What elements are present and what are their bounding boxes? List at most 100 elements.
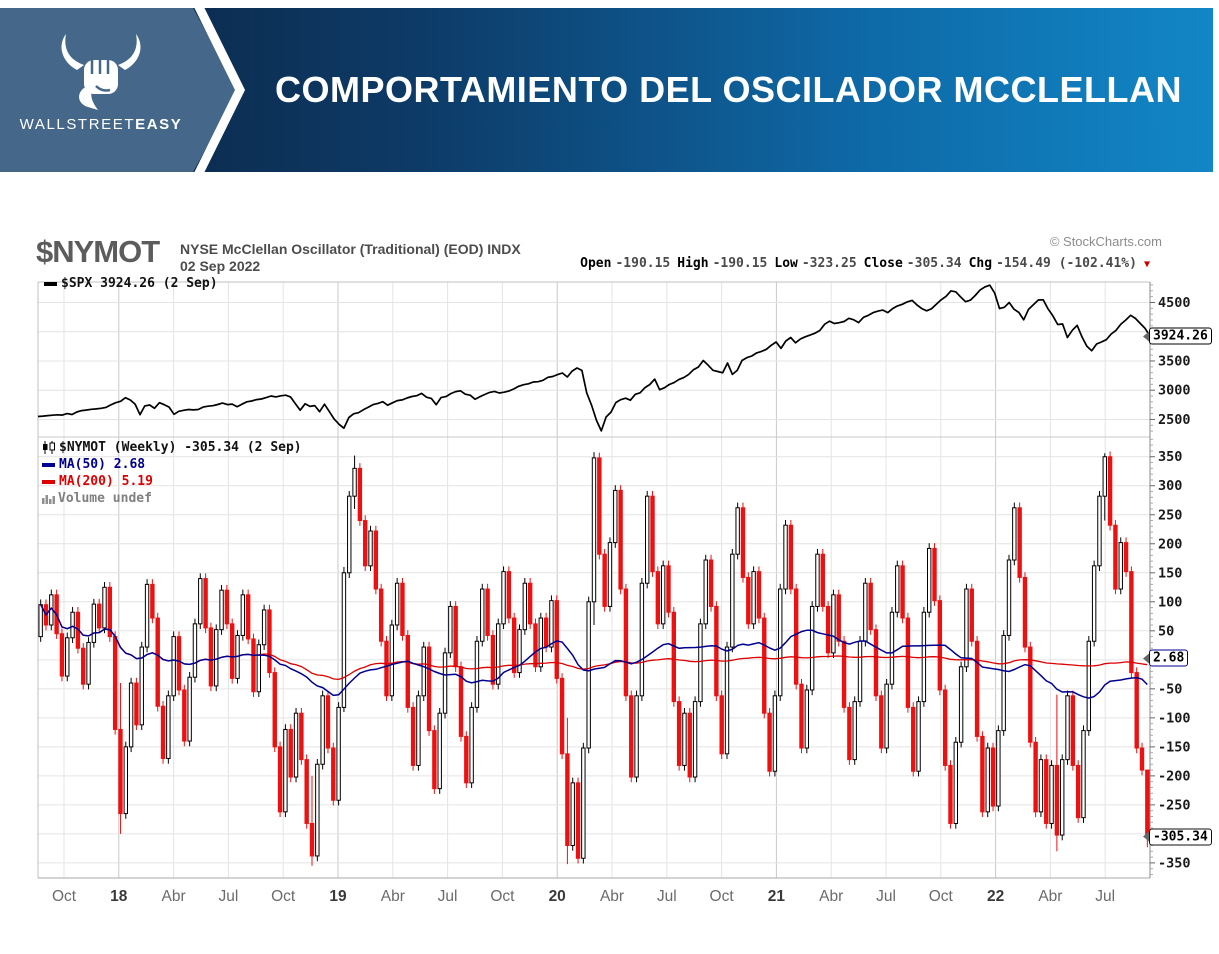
candle-body [1145, 769, 1150, 838]
candle-body [134, 682, 139, 726]
x-tick-label: Abr [162, 888, 186, 905]
legend-spx: $SPX 3924.26 (2 Sep) [44, 276, 218, 291]
candle-body [283, 728, 288, 813]
y-tick-label: -200 [1158, 768, 1191, 784]
candle-body [958, 666, 964, 743]
spx-price-tag: 3924.26 [1143, 327, 1212, 345]
legend-ma50: MA(50) 2.68 [42, 457, 145, 472]
candle-body [506, 571, 512, 619]
candle-body [341, 572, 347, 708]
candle-body [996, 730, 1001, 807]
candle-body [251, 638, 256, 693]
x-tick-label: Oct [710, 888, 735, 905]
y-tick-label: 200 [1158, 536, 1182, 552]
candle-body [719, 695, 724, 755]
candle-body [751, 571, 756, 625]
candle-body [767, 712, 772, 772]
candle-body [1086, 640, 1092, 732]
open-value: -190.15 [615, 256, 671, 271]
candle-body [1075, 764, 1081, 819]
candle-body [469, 706, 474, 784]
candle-body [575, 782, 581, 859]
candle-body [81, 647, 86, 685]
candle-body [549, 600, 554, 648]
candle-body [59, 633, 65, 677]
candle-body [692, 701, 698, 778]
candle-body [208, 627, 214, 687]
candle-body [1107, 456, 1113, 526]
candle-body [974, 640, 980, 737]
candle-body [256, 644, 262, 693]
candle-body [1097, 495, 1102, 567]
candle-body [304, 759, 309, 824]
candle-body [389, 624, 395, 697]
legend-volume-label: Volume undef [58, 491, 152, 506]
candle-body [474, 640, 480, 708]
candle-body [671, 611, 677, 703]
candle-body [394, 582, 400, 626]
candle-body [724, 646, 730, 755]
close-value: -305.34 [906, 256, 962, 271]
candle-body [783, 524, 788, 590]
legend-ma50-label: MA(50) 2.68 [59, 457, 146, 472]
candle-body [852, 701, 857, 761]
candle-body [405, 634, 410, 708]
ma50-line-swatch-icon [42, 462, 55, 467]
candle-body [378, 588, 384, 642]
chg-label: Chg [968, 256, 993, 271]
candle-body [948, 764, 953, 824]
candle-body [772, 695, 778, 772]
candle-body [793, 588, 799, 685]
candle-body [831, 594, 836, 654]
y-tick-label: 100 [1158, 594, 1182, 610]
candle-body [245, 594, 251, 640]
low-value: -323.25 [801, 256, 857, 271]
tag-arrow-icon [1143, 653, 1149, 664]
x-tick-label: Oct [929, 888, 954, 905]
candle-body [884, 683, 889, 749]
y-tick-label: -350 [1158, 855, 1191, 871]
candle-body [985, 747, 990, 813]
candle-body [639, 582, 645, 697]
brand-name: WALLSTREETEASY [0, 116, 202, 133]
candle-body [464, 735, 469, 784]
candle-body [86, 641, 91, 685]
y-tick-label: 4500 [1158, 295, 1191, 311]
down-triangle-icon: ▼ [1143, 259, 1150, 270]
y-tick-label: -150 [1158, 739, 1191, 755]
candle-body [1001, 634, 1006, 732]
candle-body [1012, 507, 1017, 561]
y-tick-label: 250 [1158, 507, 1182, 523]
x-tick-label: Jul [218, 888, 238, 905]
candle-body [623, 588, 629, 697]
x-tick-label: 22 [987, 888, 1004, 905]
candle-body [857, 640, 863, 703]
y-tick-label: 350 [1158, 449, 1182, 465]
candle-body [618, 489, 623, 590]
candle-body [155, 617, 160, 707]
candle-body [352, 467, 357, 497]
candle-body [565, 753, 570, 847]
candle-body [969, 588, 974, 642]
candle-body [128, 682, 134, 748]
candle-body [836, 594, 841, 642]
banner-title: COMPORTAMIENTO DEL OSCILADOR MCCLELLAN [275, 69, 1182, 110]
open-label: Open [580, 256, 612, 271]
legend-ma200-label: MA(200) 5.19 [59, 474, 153, 489]
chart-date: 02 Sep 2022 [180, 258, 261, 274]
high-value: -190.15 [712, 256, 768, 271]
candle-body [442, 652, 448, 714]
candle-body [224, 589, 230, 625]
candle-body [543, 617, 549, 648]
stockcharts-attribution: © StockCharts.com [1049, 234, 1162, 249]
close-price-tag-value: -305.34 [1149, 828, 1212, 846]
candle-body [586, 601, 591, 749]
candle-body [687, 712, 692, 778]
candle-body [437, 712, 442, 790]
ma50-line [40, 604, 1148, 699]
candle-body [426, 646, 432, 732]
candle-body [1081, 730, 1086, 819]
candle-body [272, 672, 277, 748]
candle-body [139, 646, 144, 726]
tag-arrow-icon [1143, 831, 1149, 842]
